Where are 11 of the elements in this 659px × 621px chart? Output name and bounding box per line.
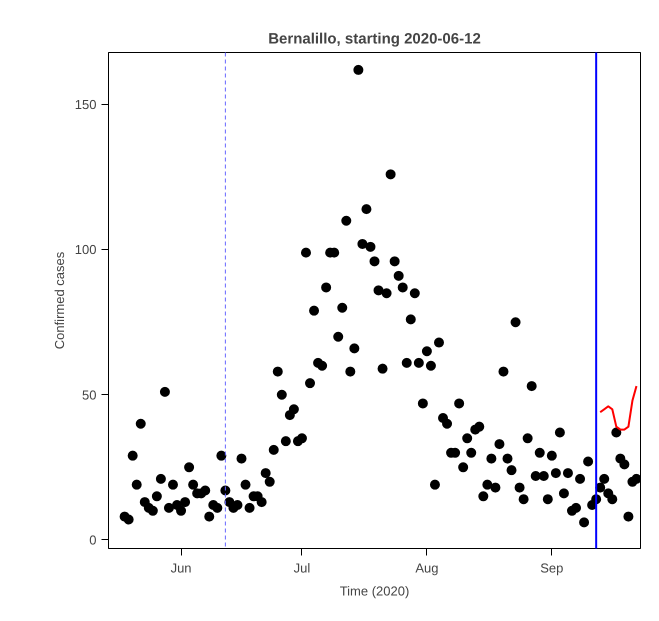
y-tick-label: 150 [74, 97, 97, 112]
x-tick-label: Sep [540, 560, 564, 576]
y-tick-label: 100 [74, 242, 97, 258]
chart-title: Bernalillo, starting 2020-06-12 [268, 30, 481, 48]
x-axis-title: Time (2020) [340, 584, 410, 598]
x-tick-label: Jul [294, 560, 310, 576]
x-tick-label: Aug [415, 560, 438, 576]
y-tick-label: 50 [82, 387, 97, 402]
y-axis-title: Confirmed cases [52, 251, 67, 350]
x-tick-label: Jun [170, 560, 192, 576]
y-tick-label: 0 [89, 532, 97, 548]
